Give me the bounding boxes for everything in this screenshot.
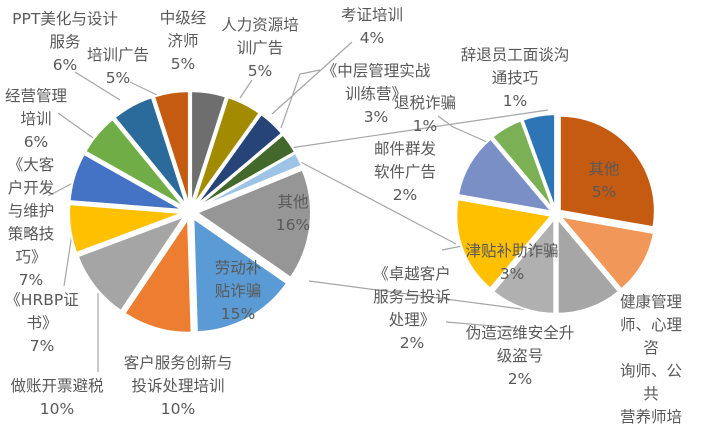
- secondary-pie-slice-4: [455, 198, 554, 290]
- secondary-pie-slice-3: [491, 215, 556, 315]
- main-pie-slice-4: [195, 151, 304, 210]
- main-pie-slice-8: [76, 214, 188, 313]
- label-leader-line: [445, 321, 518, 329]
- label-leader-line: [280, 69, 321, 129]
- label-leader-line: [239, 79, 253, 99]
- secondary-pie-slice-0: [558, 114, 656, 229]
- label-leader-line: [271, 41, 353, 115]
- series-connector-line: [292, 157, 457, 245]
- main-pie-slice-1: [192, 95, 261, 207]
- main-pie-slice-6: [192, 216, 289, 334]
- main-pie-slice-12: [113, 96, 188, 207]
- secondary-pie-slice-5: [456, 137, 555, 213]
- main-pie-slice-0: [190, 90, 228, 206]
- label-leader-line: [437, 115, 497, 147]
- secondary-pie-slice-7: [521, 113, 557, 210]
- main-pie-slice-7: [123, 215, 193, 334]
- series-connector-line: [308, 280, 530, 311]
- label-leader-line: [74, 71, 121, 101]
- main-pie-slice-13: [152, 90, 190, 206]
- main-pie-slice-9: [68, 203, 184, 255]
- main-pie-slice-10: [68, 152, 184, 211]
- secondary-pie-slice-6: [491, 119, 555, 211]
- main-pie-slice-11: [83, 117, 186, 209]
- label-leader-line: [47, 181, 76, 197]
- secondary-pie-slice-1: [557, 215, 656, 291]
- main-pie-slice-2: [193, 112, 284, 208]
- secondary-pie-slice-2: [556, 215, 621, 315]
- label-leader-line: [63, 233, 73, 287]
- label-leader-line: [57, 112, 97, 141]
- main-pie-slice-3: [195, 133, 297, 209]
- main-pie-slice-5: [194, 168, 312, 280]
- series-connector-line: [289, 109, 549, 149]
